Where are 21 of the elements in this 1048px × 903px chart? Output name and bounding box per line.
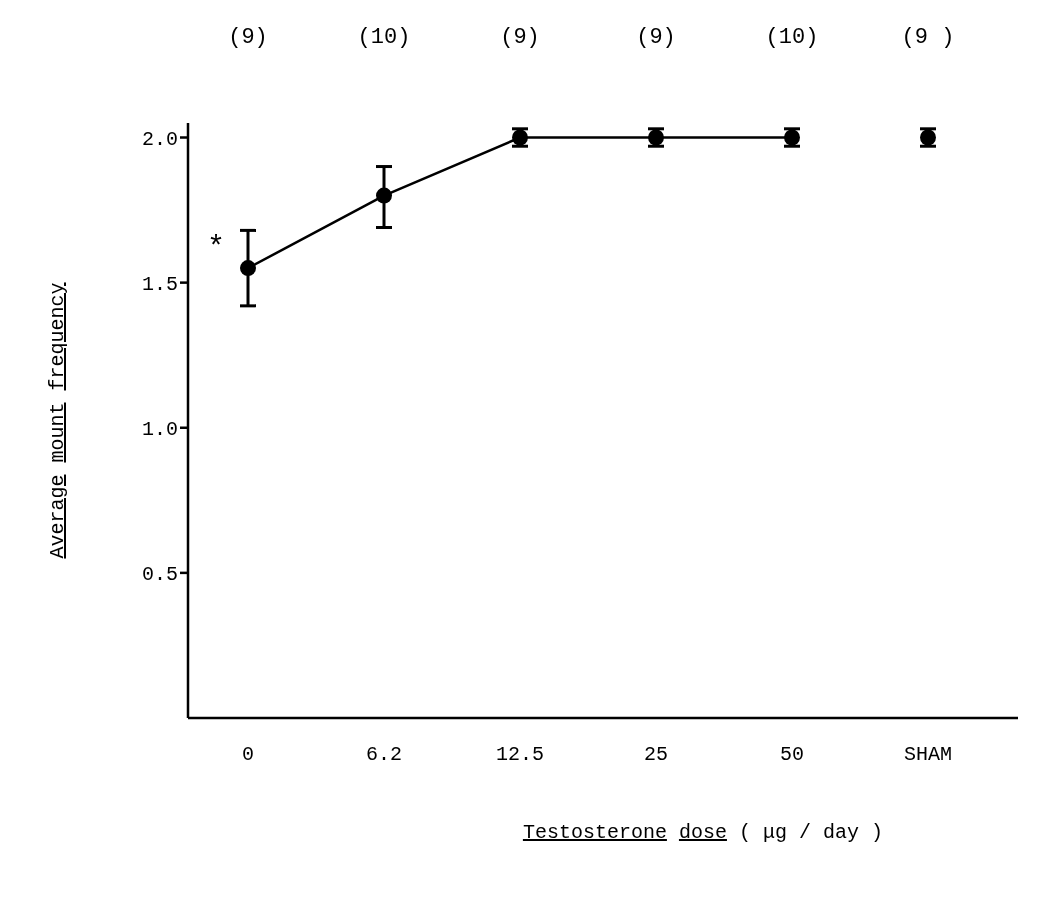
x-tick-label: SHAM <box>903 743 953 767</box>
y-axis-title: Average mount frequency <box>46 282 69 559</box>
text: (9) <box>636 25 676 50</box>
x-tick-label: 12.5 <box>495 743 545 767</box>
text: (9) <box>228 25 268 50</box>
text: (9 ) <box>901 25 955 50</box>
point <box>240 260 256 277</box>
x-tick-label: 6.2 <box>365 743 403 767</box>
x-tick-label: 50 <box>779 743 805 767</box>
y-tick-label: 1.0 <box>141 417 178 441</box>
annotation: * <box>206 230 226 265</box>
y-tick-label: 1.5 <box>141 272 178 296</box>
text: (10) <box>357 25 411 50</box>
y-tick-label: 2.0 <box>141 127 178 151</box>
y-tick-label: 0.5 <box>141 562 178 586</box>
point <box>376 187 392 204</box>
text: (10) <box>765 25 819 50</box>
text: (9) <box>500 25 540 50</box>
x-tick-label: 25 <box>643 743 669 767</box>
x-tick-label: 0 <box>241 743 255 767</box>
x-axis-title: Testosterone dose ( μg / day ) <box>522 821 884 844</box>
